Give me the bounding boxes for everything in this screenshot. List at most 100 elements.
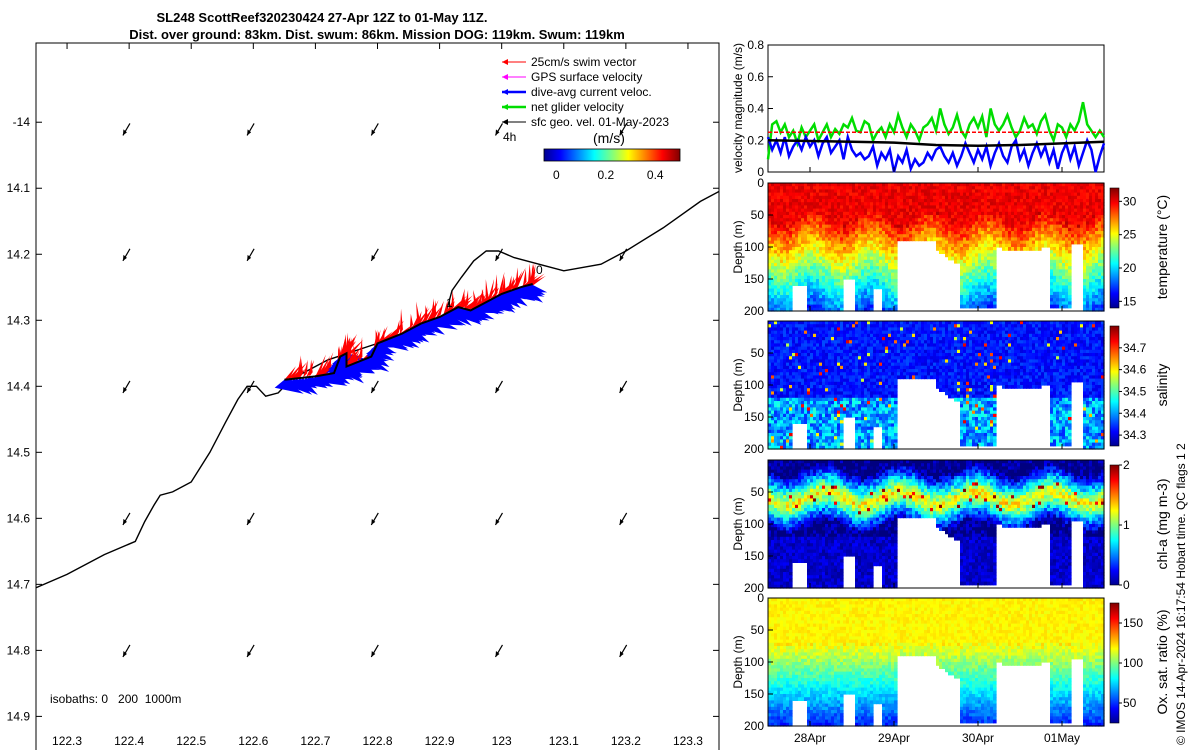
swim-vector bbox=[397, 323, 414, 336]
map-colorbar-ticks: 0 0.2 0.4 bbox=[553, 168, 664, 182]
profile-colorbar-label: temperature (°C) bbox=[1154, 195, 1170, 299]
swim-vector bbox=[353, 344, 357, 364]
swim-vector bbox=[296, 355, 301, 379]
map-x-tick-label: 123.3 bbox=[673, 734, 703, 748]
map-x-tick-label: 122.3 bbox=[52, 734, 82, 748]
swim-vector bbox=[346, 348, 355, 366]
map-y-tick-label: 14.7 bbox=[7, 577, 31, 591]
swim-vector bbox=[512, 267, 526, 290]
swim-vector bbox=[293, 368, 307, 379]
legend-note: 4h bbox=[503, 130, 516, 144]
swim-vector bbox=[299, 358, 304, 379]
swim-vector bbox=[416, 301, 420, 326]
map-colorbar bbox=[543, 148, 681, 162]
swim-vector bbox=[306, 359, 315, 378]
map-y-tick-label: 14.2 bbox=[7, 247, 31, 261]
swim-vector bbox=[447, 300, 455, 314]
profile-y-tick-label: 150 bbox=[744, 272, 764, 286]
map-x-tick-label: 122.4 bbox=[114, 734, 144, 748]
isobath-line bbox=[36, 190, 719, 589]
swim-vector bbox=[435, 300, 444, 319]
legend-arrowhead bbox=[502, 59, 508, 65]
profile-ylabel: Depth (m) bbox=[731, 220, 745, 273]
swim-vector bbox=[464, 289, 469, 309]
map-y-tick-label: 14.8 bbox=[7, 643, 31, 657]
legend-arrowhead bbox=[502, 119, 508, 125]
swim-vector bbox=[445, 297, 455, 315]
swim-vector bbox=[379, 327, 385, 343]
swim-vector bbox=[481, 288, 485, 305]
velocity-y-tick-label: 0.4 bbox=[747, 102, 764, 116]
profile-y-tick-label: 100 bbox=[744, 240, 764, 254]
profile-colorbar bbox=[1109, 187, 1120, 309]
swim-vector bbox=[487, 278, 495, 302]
swim-vector bbox=[322, 352, 334, 376]
colorbar-units: (m/s) bbox=[593, 130, 625, 146]
swim-vector bbox=[382, 328, 397, 342]
swim-vector bbox=[485, 279, 489, 303]
title-line-2: Dist. over ground: 83km. Dist. swum: 86k… bbox=[129, 27, 625, 42]
legend-label: GPS surface velocity bbox=[531, 70, 642, 84]
swim-vector bbox=[419, 311, 431, 325]
swim-vector bbox=[490, 287, 499, 300]
map-x-tick-label: 122.9 bbox=[425, 734, 455, 748]
map-x-tick-label: 122.7 bbox=[300, 734, 330, 748]
swim-vector bbox=[284, 366, 296, 380]
swim-vector bbox=[394, 319, 400, 337]
swim-vector bbox=[501, 275, 506, 294]
field-cell bbox=[1068, 304, 1072, 309]
profile-colorbar-tick-label: 25 bbox=[1123, 228, 1137, 242]
map-y-tick-label: 14.9 bbox=[7, 709, 31, 723]
legend-label: dive-avg current veloc. bbox=[531, 85, 652, 99]
swim-vector bbox=[319, 363, 329, 376]
swim-vector bbox=[358, 336, 363, 362]
swim-vector bbox=[465, 295, 480, 310]
swim-vector bbox=[450, 290, 455, 312]
track-label-1: 1 bbox=[446, 296, 453, 310]
map-y-tick-label: 14.3 bbox=[7, 313, 31, 327]
velocity-y-tick-label: 0.2 bbox=[747, 133, 764, 147]
title-line-1: SL248 ScottReef320230424 27-Apr 12Z to 0… bbox=[157, 10, 488, 25]
swim-vector bbox=[443, 300, 448, 315]
map-y-tick-label: 14.5 bbox=[7, 445, 31, 459]
swim-vector bbox=[522, 268, 527, 287]
swim-vector bbox=[428, 306, 442, 321]
legend-arrowhead bbox=[502, 89, 508, 95]
swim-vector bbox=[376, 331, 380, 347]
swim-vector bbox=[514, 267, 519, 290]
legend-arrowhead bbox=[502, 74, 508, 80]
swim-vector bbox=[309, 359, 313, 378]
swim-vector bbox=[497, 271, 505, 296]
current-arrow-grid bbox=[122, 123, 628, 658]
swim-vector bbox=[461, 294, 466, 309]
map-y-tick-label: 14.6 bbox=[7, 511, 31, 525]
legend-label: net glider velocity bbox=[531, 100, 624, 114]
profile-y-tick-label: 50 bbox=[751, 208, 765, 222]
swim-vector bbox=[424, 304, 428, 323]
profile-y-tick-label: 200 bbox=[744, 304, 764, 318]
profile-colorbar-tick-label: 30 bbox=[1123, 194, 1137, 208]
velocity-y-tick-label: 0.8 bbox=[747, 38, 764, 52]
swim-vector bbox=[510, 271, 523, 291]
swim-vector bbox=[338, 338, 346, 362]
swim-vector bbox=[287, 363, 303, 380]
legend-label: 25cm/s swim vector bbox=[531, 55, 636, 69]
current-vector bbox=[384, 337, 409, 351]
profile-y-tick-label: 0 bbox=[757, 176, 764, 190]
map-colorbar-tick-label: 0.4 bbox=[647, 168, 664, 182]
swim-vector bbox=[409, 313, 414, 330]
map-x-tick-label: 122.5 bbox=[176, 734, 206, 748]
map-x-tick-label: 123 bbox=[492, 734, 512, 748]
swim-vector bbox=[469, 297, 476, 311]
swim-vector bbox=[317, 355, 331, 377]
map-x-tick-label: 123.1 bbox=[549, 734, 579, 748]
map-x-tick-label: 122.8 bbox=[362, 734, 392, 748]
map-x-ticks: 122.3 122.4 122.5 122.6 122.7 122.8 122.9 123 12… bbox=[52, 43, 703, 748]
